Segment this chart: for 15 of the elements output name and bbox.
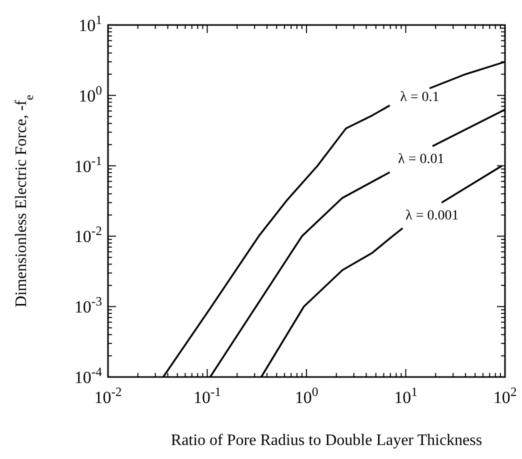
x-tick-label: 10$^{-2}$ (94, 385, 122, 407)
y-tick-label: 10$^{0}$ (78, 83, 102, 106)
y-tick-label: 10$^{1}$ (78, 13, 102, 35)
y-tick-label: 10$^{-3}$ (74, 294, 102, 317)
x-tick-label: 10$^{0}$ (294, 385, 318, 407)
x-tick-label: 10$^{2}$ (493, 385, 517, 407)
x-axis-title: Ratio of Pore Radius to Double Layer Thickness (170, 432, 482, 449)
x-tick-label: 10$^{-1}$ (193, 385, 222, 407)
y-tick-label: 10$^{-1}$ (74, 154, 102, 176)
series-label: λ = 0.01 (398, 152, 444, 168)
series-label: λ = 0.1 (400, 90, 440, 105)
y-tick-label: 10$^{-4}$ (74, 365, 103, 387)
x-tick-label: 10$^{1}$ (394, 385, 418, 407)
y-tick-label: 10$^{-2}$ (74, 224, 102, 246)
series-label: λ = 0.001 (406, 208, 459, 224)
